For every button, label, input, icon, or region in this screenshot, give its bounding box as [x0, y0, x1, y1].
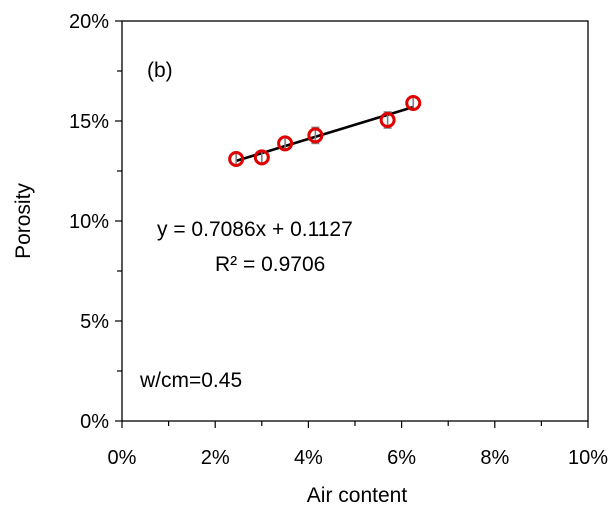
y-tick-label: 15% [69, 111, 109, 133]
data-point [228, 151, 245, 167]
y-tick-label: 20% [69, 11, 109, 33]
plot-frame [121, 20, 589, 422]
x-tick-label: 6% [387, 447, 416, 469]
r-squared-label: R² = 0.9706 [215, 253, 325, 276]
y-tick-label: 10% [69, 211, 109, 233]
x-axis-ticks: 0% 2% 4% 6% 8% 10% [108, 421, 608, 469]
x-axis-title: Air content [307, 484, 408, 507]
y-tick-label: 5% [80, 311, 109, 333]
y-tick-label: 0% [80, 411, 109, 433]
data-point [277, 135, 294, 152]
x-tick-label: 0% [108, 447, 137, 469]
data-point [307, 127, 324, 144]
data-point [405, 95, 422, 111]
x-tick-label: 10% [568, 447, 608, 469]
y-axis-ticks: 0% 5% 10% 15% 20% [69, 11, 122, 433]
y-axis-title: Porosity [12, 183, 35, 259]
x-tick-label: 4% [294, 447, 323, 469]
panel-label: (b) [147, 59, 173, 82]
data-point [379, 112, 396, 128]
regression-equation: y = 0.7086x + 0.1127 [157, 218, 353, 241]
data-point [253, 149, 270, 166]
data-points [228, 95, 422, 167]
mix-condition-label: w/cm=0.45 [139, 369, 242, 392]
x-tick-label: 2% [201, 447, 230, 469]
x-tick-label: 8% [480, 447, 509, 469]
